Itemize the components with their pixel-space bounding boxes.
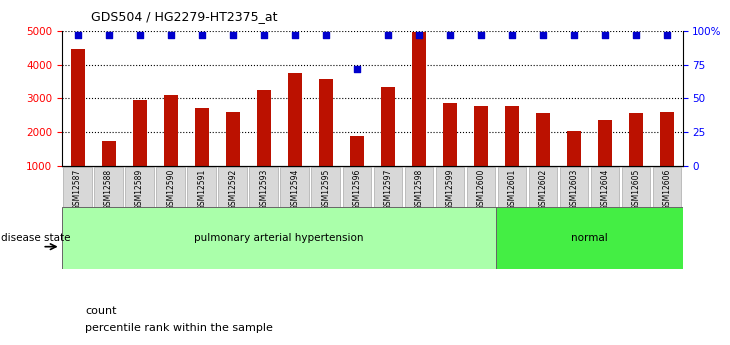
FancyBboxPatch shape	[156, 167, 185, 266]
FancyBboxPatch shape	[342, 167, 371, 266]
Text: GSM12596: GSM12596	[353, 169, 361, 210]
FancyBboxPatch shape	[188, 167, 216, 266]
Text: GSM12602: GSM12602	[539, 169, 548, 210]
Text: GSM12589: GSM12589	[135, 169, 144, 210]
FancyBboxPatch shape	[218, 167, 247, 266]
Text: GSM12593: GSM12593	[259, 169, 268, 210]
Bar	[412, 32, 426, 166]
Bar	[474, 106, 488, 166]
Point	[444, 32, 456, 38]
Text: GSM12603: GSM12603	[569, 169, 578, 210]
Text: GSM12604: GSM12604	[601, 169, 610, 210]
FancyBboxPatch shape	[280, 167, 309, 266]
Text: GSM12587: GSM12587	[73, 169, 82, 210]
FancyBboxPatch shape	[312, 167, 340, 266]
FancyBboxPatch shape	[126, 167, 154, 266]
Point	[630, 32, 642, 38]
Point	[258, 32, 269, 38]
Text: GSM12597: GSM12597	[383, 169, 392, 210]
FancyBboxPatch shape	[466, 167, 495, 266]
Point	[475, 32, 487, 38]
Point	[103, 32, 115, 38]
Point	[537, 32, 549, 38]
Bar	[443, 104, 457, 166]
FancyBboxPatch shape	[94, 167, 123, 266]
Point	[289, 32, 301, 38]
Point	[165, 32, 177, 38]
FancyBboxPatch shape	[64, 167, 92, 266]
Point	[72, 32, 83, 38]
Bar	[660, 112, 674, 166]
Text: GSM12592: GSM12592	[228, 169, 237, 210]
FancyBboxPatch shape	[529, 167, 557, 266]
Point	[661, 32, 673, 38]
Text: GSM12601: GSM12601	[507, 169, 516, 210]
FancyBboxPatch shape	[496, 207, 683, 269]
Point	[568, 32, 580, 38]
Point	[351, 66, 363, 71]
Bar	[101, 141, 115, 166]
Text: GDS504 / HG2279-HT2375_at: GDS504 / HG2279-HT2375_at	[91, 10, 277, 23]
Text: GSM12594: GSM12594	[291, 169, 299, 210]
FancyBboxPatch shape	[436, 167, 464, 266]
FancyBboxPatch shape	[374, 167, 402, 266]
Bar	[598, 120, 612, 166]
FancyBboxPatch shape	[62, 207, 496, 269]
Bar	[629, 113, 643, 166]
FancyBboxPatch shape	[498, 167, 526, 266]
Bar	[536, 113, 550, 166]
Bar	[226, 112, 239, 166]
Bar	[319, 79, 333, 166]
Point	[196, 32, 207, 38]
Bar	[164, 95, 177, 166]
Bar	[505, 106, 519, 166]
Text: percentile rank within the sample: percentile rank within the sample	[85, 323, 273, 333]
FancyBboxPatch shape	[591, 167, 619, 266]
Point	[413, 32, 425, 38]
Bar	[567, 131, 581, 166]
Bar	[133, 100, 147, 166]
Point	[506, 32, 518, 38]
Text: GSM12600: GSM12600	[477, 169, 485, 210]
FancyBboxPatch shape	[404, 167, 433, 266]
FancyBboxPatch shape	[250, 167, 278, 266]
FancyBboxPatch shape	[560, 167, 588, 266]
Text: GSM12591: GSM12591	[197, 169, 206, 210]
Point	[320, 32, 331, 38]
Point	[382, 32, 393, 38]
Bar	[381, 87, 395, 166]
Text: pulmonary arterial hypertension: pulmonary arterial hypertension	[194, 233, 364, 243]
Text: normal: normal	[571, 233, 608, 243]
Point	[599, 32, 611, 38]
Text: disease state: disease state	[1, 233, 71, 243]
Point	[227, 32, 239, 38]
Text: GSM12595: GSM12595	[321, 169, 330, 210]
Bar	[288, 73, 301, 166]
Text: GSM12606: GSM12606	[663, 169, 672, 210]
Bar	[195, 108, 209, 166]
Bar	[350, 136, 364, 166]
Text: GSM12590: GSM12590	[166, 169, 175, 210]
Text: GSM12605: GSM12605	[631, 169, 640, 210]
Text: GSM12588: GSM12588	[104, 169, 113, 210]
Point	[134, 32, 145, 38]
FancyBboxPatch shape	[622, 167, 650, 266]
FancyBboxPatch shape	[653, 167, 681, 266]
Text: GSM12598: GSM12598	[415, 169, 423, 210]
Text: GSM12599: GSM12599	[445, 169, 454, 210]
Bar	[257, 90, 271, 166]
Text: count: count	[85, 306, 117, 315]
Bar	[71, 49, 85, 166]
